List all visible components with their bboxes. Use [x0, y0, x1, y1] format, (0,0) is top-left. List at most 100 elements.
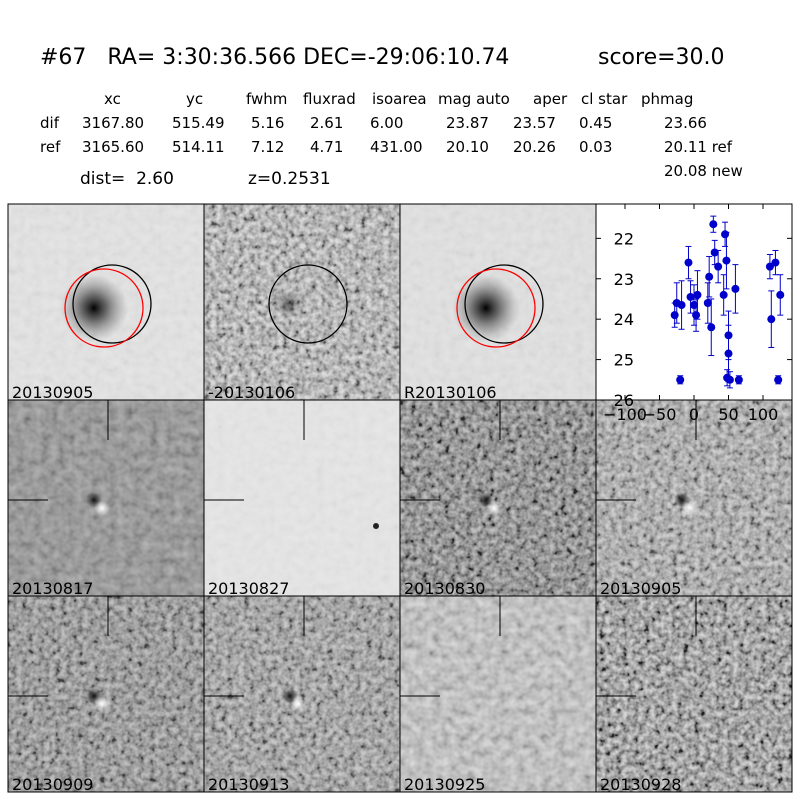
column-header: fluxrad	[303, 90, 356, 108]
cell: 7.12	[251, 138, 284, 156]
peak	[94, 696, 110, 712]
point	[731, 284, 740, 293]
cutout: 20130830	[399, 399, 597, 598]
column-header: phmag	[641, 90, 693, 108]
row-label: dif	[40, 114, 60, 132]
x-tick-label: −100	[603, 405, 647, 424]
cutout-noise	[8, 400, 204, 596]
cutout: 20130817	[7, 399, 205, 598]
cutout: 20130909	[7, 595, 205, 794]
cell: 0.45	[579, 114, 612, 132]
point	[722, 256, 731, 265]
point	[692, 311, 701, 320]
cutout: 20130905	[7, 203, 205, 402]
plot-frame	[595, 203, 793, 401]
point	[776, 290, 785, 299]
cutout: 20130827	[203, 399, 401, 598]
point	[677, 301, 686, 310]
dot	[373, 523, 379, 529]
source	[452, 274, 520, 342]
ring	[464, 264, 544, 344]
point	[670, 311, 679, 320]
column-header: cl star	[581, 90, 628, 108]
cell: 23.57	[513, 114, 556, 132]
cell: 431.00	[370, 138, 423, 156]
cutout-label: 20130909	[12, 775, 93, 794]
source	[60, 274, 128, 342]
y-tick-label: 24	[614, 310, 634, 329]
cell: 23.87	[446, 114, 489, 132]
cutout-label: 20130830	[404, 579, 485, 598]
y-tick-label: 22	[614, 229, 634, 248]
cell: 4.71	[310, 138, 343, 156]
cutout-noise	[400, 596, 596, 792]
cutout: 20130913	[203, 595, 401, 794]
cutout-label: 20130817	[12, 579, 93, 598]
point	[705, 272, 714, 281]
x-tick-label: 0	[689, 405, 699, 424]
cell: 20.10	[446, 138, 489, 156]
column-header: aper	[533, 90, 568, 108]
cutout-label: 20130905	[600, 579, 681, 598]
cell: 20.11 ref	[664, 138, 733, 156]
cutout-frame	[595, 595, 793, 793]
y-tick-label: 25	[614, 351, 634, 370]
cutout-noise	[204, 596, 400, 792]
cutout-noise	[204, 400, 400, 596]
cutout: 20130925	[399, 595, 597, 794]
point	[767, 315, 776, 324]
cutout-noise	[400, 400, 596, 596]
point	[719, 290, 728, 299]
point	[765, 262, 774, 271]
cell: 2.61	[310, 114, 343, 132]
ring	[64, 268, 144, 348]
cutout-label: 20130827	[208, 579, 289, 598]
point	[771, 258, 780, 267]
point	[710, 248, 719, 257]
point	[721, 230, 730, 239]
cutout: 20130928	[595, 595, 793, 794]
cell: 3165.60	[82, 138, 144, 156]
point	[684, 258, 693, 267]
row-label: ref	[40, 138, 61, 156]
peak	[290, 696, 306, 712]
cell: 0.03	[579, 138, 612, 156]
cell: 20.26	[513, 138, 556, 156]
point	[693, 290, 702, 299]
peak	[486, 500, 502, 516]
cutout: 20130905	[595, 399, 793, 598]
cell: 515.49	[172, 114, 225, 132]
y-tick-label: 23	[614, 270, 634, 289]
x-tick-label: −50	[643, 405, 677, 424]
peak	[94, 500, 110, 516]
cell: 6.00	[370, 114, 403, 132]
cutout-label: 20130913	[208, 775, 289, 794]
score: score=30.0	[598, 45, 725, 70]
title: #67 RA= 3:30:36.566 DEC=-29:06:10.74	[40, 45, 509, 70]
point	[734, 375, 743, 384]
column-header: xc	[104, 90, 121, 108]
cutout-label: 20130905	[12, 383, 93, 402]
point	[703, 299, 712, 308]
cutout-noise	[8, 596, 204, 792]
point	[724, 349, 733, 358]
cutout-noise	[596, 400, 792, 596]
point	[707, 323, 716, 332]
cell: 514.11	[172, 138, 225, 156]
cell: 5.16	[251, 114, 284, 132]
x-tick-label: 100	[748, 405, 779, 424]
ring	[456, 268, 536, 348]
peak	[682, 500, 698, 516]
ring	[268, 264, 348, 344]
phmag-new: 20.08 new	[664, 162, 743, 180]
cutout-label: 20130925	[404, 775, 485, 794]
cutout-label: -20130106	[208, 383, 295, 402]
column-header: isoarea	[372, 90, 427, 108]
cutout-label: 20130928	[600, 775, 681, 794]
point	[725, 375, 734, 384]
column-header: fwhm	[246, 90, 287, 108]
point	[774, 375, 783, 384]
point	[709, 220, 718, 229]
ring	[72, 264, 152, 344]
cutout: -20130106	[203, 203, 401, 402]
